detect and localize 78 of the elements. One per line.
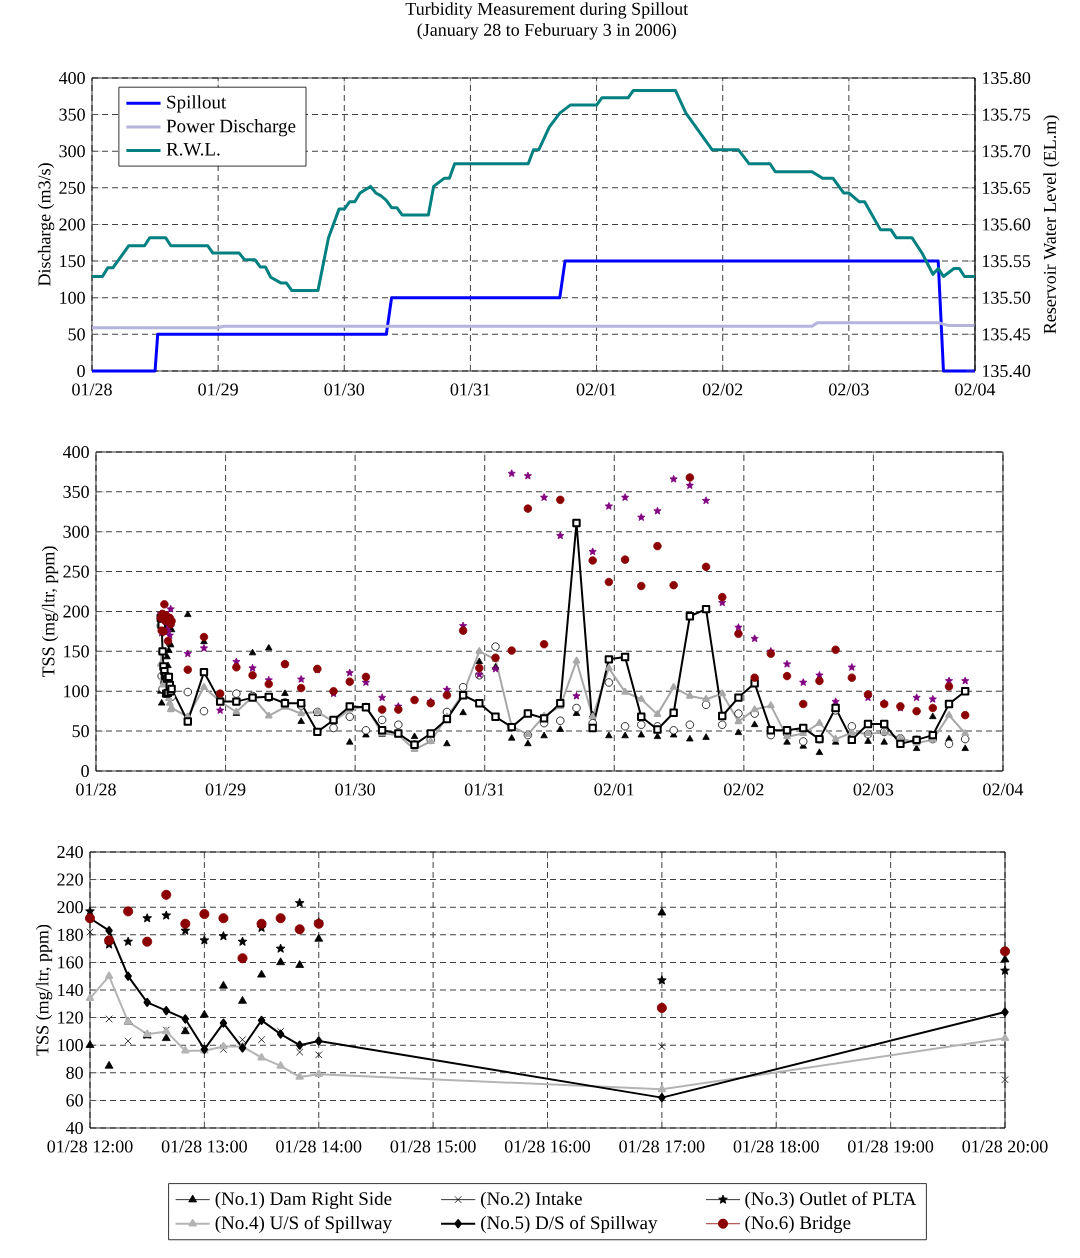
- y-tick-label: 150: [64, 645, 89, 658]
- y-tick-label: 50: [72, 725, 89, 738]
- y2-tick-label: 135.40: [982, 364, 1031, 378]
- y-tick-label: 80: [66, 1066, 83, 1079]
- y-tick-label: 0: [77, 364, 85, 378]
- y-axis-title: Discharge (m3/s): [37, 163, 55, 287]
- y-tick-label: 60: [66, 1094, 83, 1107]
- x-tick-label: 02/04: [983, 783, 1024, 796]
- y-tick-label: 100: [64, 685, 89, 698]
- y2-tick-label: 135.70: [982, 145, 1031, 158]
- y2-axis-title: Reservoir Water Level (EL.m): [1043, 115, 1060, 334]
- y2-tick-label: 135.80: [982, 71, 1031, 85]
- y-tick-label: 350: [63, 485, 89, 498]
- y-tick-label: 100: [60, 291, 85, 304]
- x-tick-label: 01/28 14:00: [276, 1140, 362, 1153]
- legend-label: R.W.L.: [166, 142, 220, 156]
- y2-tick-label: 135.65: [982, 181, 1031, 194]
- y-tick-label: 350: [59, 108, 85, 121]
- y2-tick-label: 135.50: [982, 291, 1031, 304]
- y2-tick-label: 135.45: [982, 328, 1031, 341]
- y-tick-label: 150: [60, 255, 85, 268]
- x-tick-label: 01/28 19:00: [848, 1140, 934, 1153]
- y-tick-label: 220: [57, 873, 83, 886]
- x-tick-label: 01/28 20:00: [962, 1140, 1048, 1153]
- x-tick-label: 01/28: [76, 783, 116, 796]
- legend-label: (No.1) Dam Right Side: [215, 1191, 392, 1209]
- x-tick-label: 01/28 17:00: [619, 1140, 705, 1153]
- legend-label: (No.5) D/S of Spillway: [481, 1215, 658, 1234]
- x-tick-label: 01/29: [205, 783, 246, 796]
- chart-title: Turbidity Measurement during Spillout: [405, 2, 689, 19]
- y-tick-label: 250: [63, 565, 89, 578]
- y-tick-label: 40: [65, 1121, 83, 1135]
- x-tick-label: 01/28: [72, 383, 112, 396]
- y2-tick-label: 135.60: [982, 218, 1031, 231]
- x-tick-label: 02/04: [955, 383, 996, 396]
- x-tick-label: 02/01: [576, 383, 616, 396]
- x-tick-label: 02/03: [829, 383, 869, 396]
- x-tick-label: 02/03: [853, 783, 894, 796]
- x-tick-label: 02/01: [594, 783, 634, 796]
- x-tick-label: 01/28 13:00: [161, 1140, 247, 1153]
- y-tick-label: 300: [59, 145, 85, 158]
- legend-label: (No.3) Outlet of PLTA: [745, 1191, 917, 1210]
- y-tick-label: 200: [57, 901, 83, 914]
- y-tick-label: 200: [59, 218, 85, 231]
- y-tick-label: 240: [57, 845, 83, 859]
- x-tick-label: 01/28 18:00: [733, 1140, 819, 1153]
- y-tick-label: 400: [62, 445, 89, 459]
- y-tick-label: 120: [58, 1011, 83, 1024]
- x-tick-label: 01/28 12:00: [47, 1140, 133, 1153]
- x-tick-label: 01/31: [464, 783, 505, 796]
- y-tick-label: 160: [58, 956, 83, 969]
- y-tick-label: 140: [58, 983, 83, 997]
- x-tick-label: 01/29: [198, 383, 238, 396]
- legend-label: (No.4) U/S of Spillway: [215, 1215, 392, 1234]
- x-tick-label: 01/30: [324, 383, 365, 396]
- y-tick-label: 0: [81, 764, 89, 778]
- y-tick-label: 400: [58, 71, 85, 85]
- legend-label: Power Discharge: [166, 119, 296, 137]
- chart-subtitle: (January 28 to Feburuary 3 in 2006): [417, 23, 676, 40]
- x-tick-label: 01/31: [450, 383, 490, 396]
- y-tick-label: 180: [58, 928, 83, 941]
- y-tick-label: 100: [58, 1039, 83, 1052]
- y2-tick-label: 135.55: [982, 255, 1031, 268]
- y-axis-title: TSS (mg/ltr, ppm): [35, 924, 53, 1056]
- y-tick-label: 200: [63, 605, 89, 618]
- x-tick-label: 01/30: [335, 783, 375, 796]
- x-tick-label: 02/02: [702, 383, 743, 396]
- x-tick-label: 01/28 16:00: [504, 1140, 591, 1153]
- y-tick-label: 50: [68, 328, 85, 341]
- legend-label: Spillout: [167, 95, 227, 113]
- y-tick-label: 250: [59, 181, 85, 194]
- legend-label: (No.2) Intake: [481, 1191, 582, 1209]
- y-tick-label: 300: [63, 525, 89, 538]
- y2-tick-label: 135.75: [982, 108, 1031, 121]
- legend-label: (No.6) Bridge: [745, 1215, 851, 1234]
- x-tick-label: 01/28 15:00: [390, 1140, 476, 1153]
- y-axis-title: TSS (mg/ltr, ppm): [41, 546, 59, 678]
- x-tick-label: 02/02: [724, 783, 764, 796]
